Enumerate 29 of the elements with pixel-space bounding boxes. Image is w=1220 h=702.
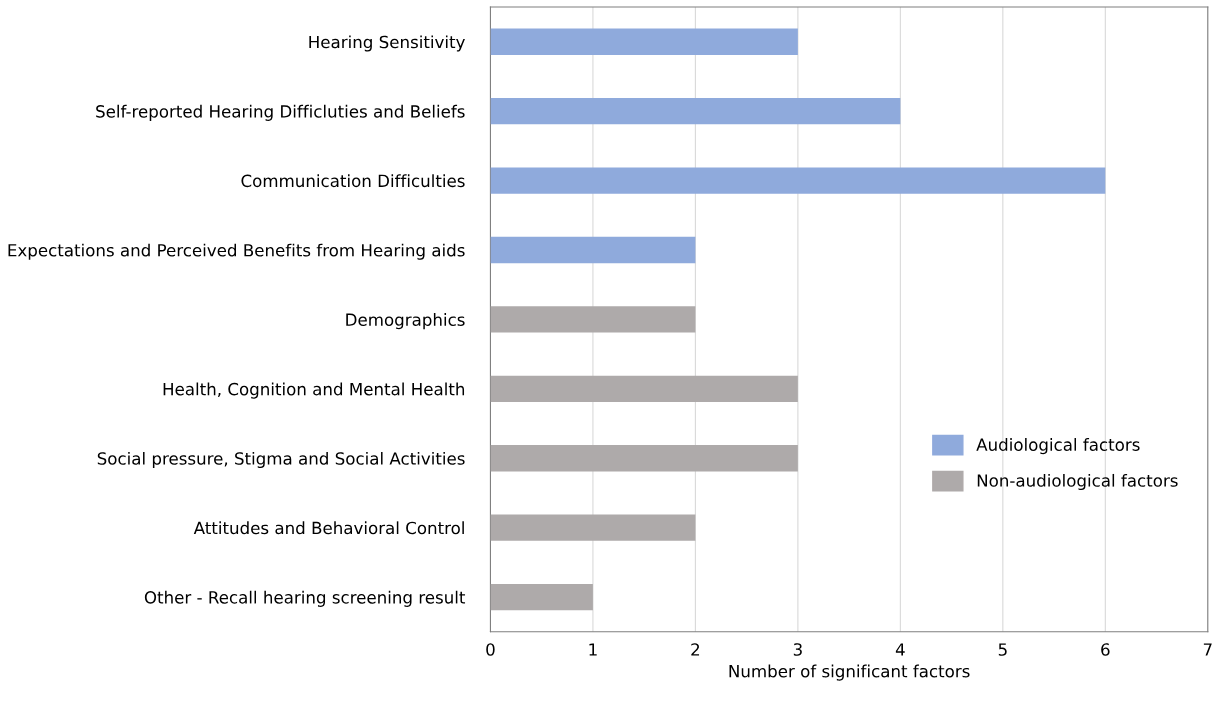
bar	[490, 306, 696, 333]
y-tick-label: Communication Difficulties	[241, 174, 465, 188]
bar	[490, 167, 1106, 194]
y-tick-label: Hearing Sensitivity	[309, 35, 465, 52]
x-tick-label: 7	[1203, 643, 1212, 656]
y-tick-label: Demographics	[346, 313, 465, 330]
x-axis-title: Number of significant factors	[729, 664, 970, 681]
y-tick-label: Health, Cognition and Mental Health	[163, 382, 465, 399]
y-tick-label: Attitudes and Behavioral Control	[193, 521, 464, 535]
x-tick-label: 2	[691, 643, 700, 656]
x-tick-label: 6	[1101, 643, 1110, 656]
bar	[490, 445, 798, 472]
y-tick-label: Social pressure, Stigma and Social Activities	[97, 451, 465, 469]
y-tick-label: Self-reported Hearing Difficluties and Beliefs	[96, 104, 465, 121]
x-tick-label: 3	[793, 643, 802, 656]
bar	[490, 514, 696, 541]
bar	[490, 97, 901, 125]
y-tick-label: Other - Recall hearing screening result	[144, 590, 466, 607]
bar	[490, 583, 593, 611]
x-tick-label: 0	[486, 643, 495, 656]
x-tick-label: 1	[589, 643, 597, 656]
x-tick-label: 4	[895, 643, 905, 656]
bar	[490, 28, 798, 55]
x-tick-label: 5	[998, 643, 1007, 656]
bar	[490, 236, 696, 264]
bar	[490, 375, 798, 403]
y-tick-label: Expectations and Perceived Benefits from Hearing aids	[8, 243, 465, 260]
legend-label: Audiological factors	[976, 438, 1140, 455]
legend-label: Non-audiological factors	[977, 473, 1178, 491]
